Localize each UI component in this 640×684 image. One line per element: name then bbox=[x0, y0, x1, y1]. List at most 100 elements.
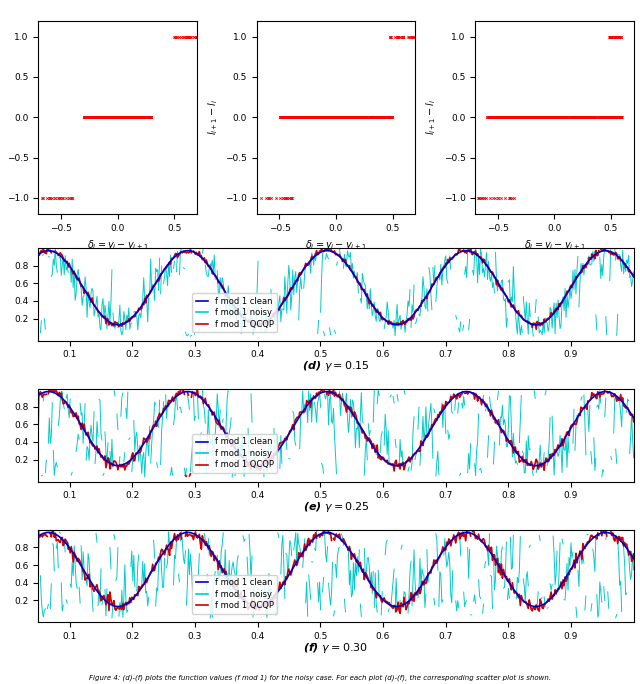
Point bbox=[343, 111, 353, 122]
Point bbox=[541, 111, 551, 122]
Point bbox=[541, 111, 552, 122]
Point bbox=[567, 111, 577, 122]
Point bbox=[105, 111, 115, 122]
Point bbox=[539, 111, 549, 122]
Point bbox=[502, 111, 513, 122]
Point bbox=[321, 111, 331, 122]
Point bbox=[120, 111, 131, 122]
Point bbox=[490, 111, 500, 122]
Point bbox=[323, 111, 333, 122]
Point bbox=[395, 31, 405, 42]
Point bbox=[600, 111, 611, 122]
Point bbox=[578, 111, 588, 122]
Point bbox=[96, 111, 106, 122]
Point bbox=[331, 111, 341, 122]
Point bbox=[523, 111, 533, 122]
Point bbox=[139, 111, 149, 122]
Point bbox=[404, 31, 415, 42]
Point bbox=[275, 192, 285, 203]
Point bbox=[604, 111, 614, 122]
Point bbox=[316, 111, 326, 122]
Point bbox=[179, 31, 189, 42]
Point bbox=[360, 111, 371, 122]
Point bbox=[552, 111, 562, 122]
Point bbox=[540, 111, 550, 122]
Point bbox=[145, 111, 156, 122]
Point bbox=[118, 111, 129, 122]
Point bbox=[127, 111, 138, 122]
Point bbox=[505, 192, 515, 203]
Point bbox=[118, 111, 128, 122]
Point bbox=[515, 111, 525, 122]
Point bbox=[143, 111, 153, 122]
Point bbox=[145, 111, 155, 122]
Point bbox=[608, 111, 618, 122]
Point bbox=[368, 111, 378, 122]
Point bbox=[298, 111, 308, 122]
Point bbox=[307, 111, 317, 122]
Point bbox=[355, 111, 365, 122]
Point bbox=[339, 111, 349, 122]
Point bbox=[328, 111, 339, 122]
Point bbox=[139, 111, 149, 122]
Point bbox=[511, 111, 521, 122]
Point bbox=[532, 111, 542, 122]
Point bbox=[146, 111, 156, 122]
Point bbox=[343, 111, 353, 122]
Point bbox=[86, 111, 97, 122]
Point bbox=[490, 111, 500, 122]
Point bbox=[323, 111, 333, 122]
Point bbox=[108, 111, 118, 122]
Point bbox=[84, 111, 95, 122]
Point bbox=[117, 111, 127, 122]
Point bbox=[328, 111, 338, 122]
Point bbox=[592, 111, 602, 122]
Point bbox=[308, 111, 318, 122]
Point bbox=[292, 111, 303, 122]
Point bbox=[485, 111, 495, 122]
Point bbox=[614, 111, 625, 122]
Point bbox=[489, 111, 499, 122]
Point bbox=[84, 111, 94, 122]
Point bbox=[392, 31, 403, 42]
Point bbox=[513, 111, 523, 122]
Point bbox=[284, 192, 294, 203]
Point bbox=[605, 31, 615, 42]
Point bbox=[90, 111, 100, 122]
Point bbox=[340, 111, 351, 122]
Point bbox=[85, 111, 95, 122]
Point bbox=[488, 111, 498, 122]
Point bbox=[576, 111, 586, 122]
Point bbox=[141, 111, 152, 122]
Point bbox=[600, 111, 610, 122]
Point bbox=[592, 111, 602, 122]
Point bbox=[118, 111, 129, 122]
Point bbox=[611, 111, 621, 122]
Point bbox=[98, 111, 108, 122]
Point bbox=[99, 111, 109, 122]
Point bbox=[84, 111, 94, 122]
Point bbox=[534, 111, 545, 122]
Point bbox=[303, 111, 313, 122]
Point bbox=[131, 111, 141, 122]
Point bbox=[495, 111, 506, 122]
Point bbox=[346, 111, 356, 122]
Point bbox=[125, 111, 136, 122]
Point bbox=[83, 111, 93, 122]
Point bbox=[573, 111, 584, 122]
Point bbox=[365, 111, 376, 122]
Point bbox=[291, 111, 301, 122]
Point bbox=[600, 111, 610, 122]
Point bbox=[515, 111, 525, 122]
Point bbox=[528, 111, 538, 122]
Point bbox=[285, 111, 295, 122]
Point bbox=[598, 111, 609, 122]
Point bbox=[90, 111, 100, 122]
Point bbox=[607, 111, 618, 122]
Point bbox=[280, 111, 290, 122]
Point bbox=[104, 111, 114, 122]
Point bbox=[382, 111, 392, 122]
Point bbox=[138, 111, 148, 122]
Point bbox=[336, 111, 346, 122]
Point bbox=[85, 111, 95, 122]
